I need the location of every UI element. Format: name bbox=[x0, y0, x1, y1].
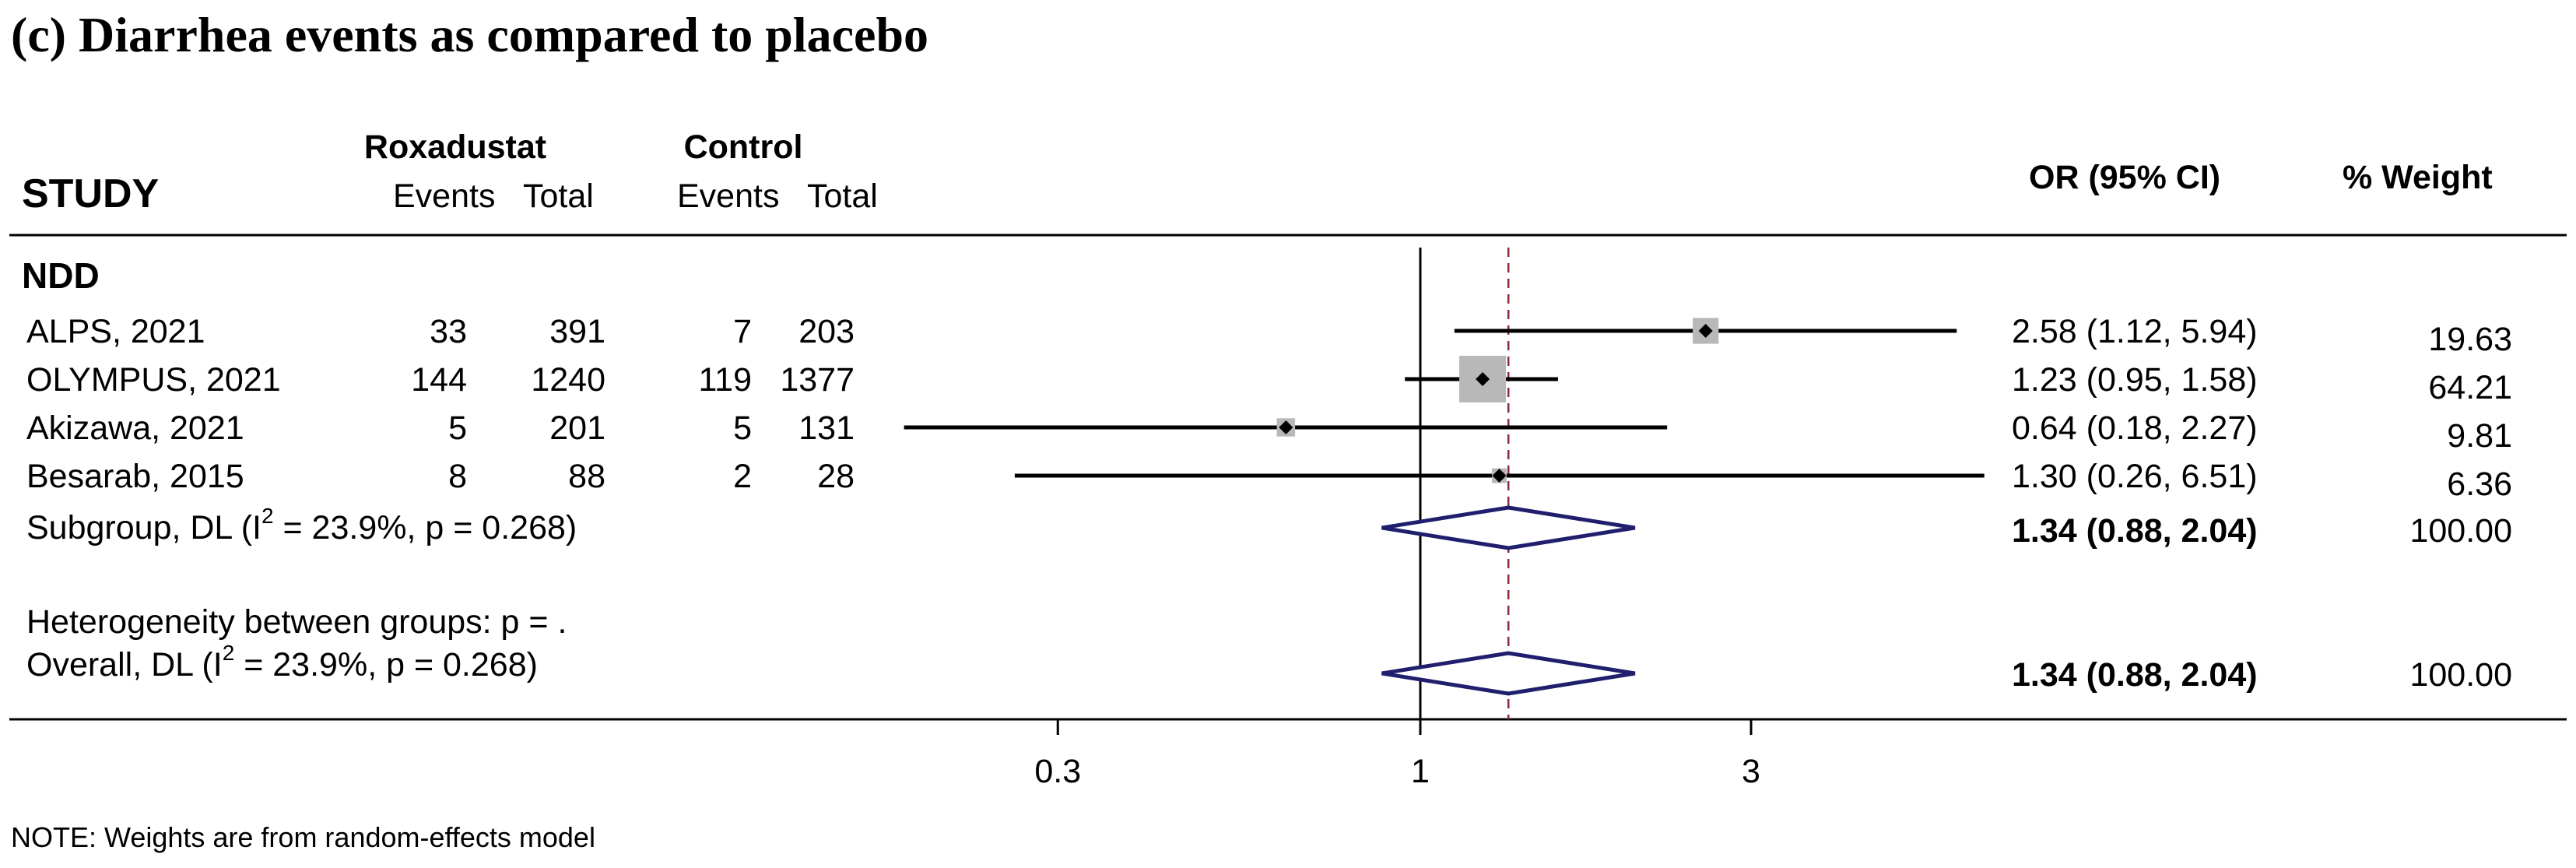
ctl-total: 28 bbox=[817, 458, 855, 495]
point-estimate bbox=[1476, 372, 1490, 386]
overall-weight: 100.00 bbox=[2409, 656, 2512, 694]
overall-or: 1.34 (0.88, 2.04) bbox=[2012, 656, 2258, 694]
axis-tick-label: 3 bbox=[1742, 753, 1760, 790]
study-weight: 64.21 bbox=[2428, 369, 2512, 406]
ctl-events: 5 bbox=[733, 409, 752, 447]
rox-events: 8 bbox=[448, 458, 467, 495]
ctl-total: 131 bbox=[798, 409, 855, 447]
ctl-total: 1377 bbox=[780, 361, 855, 399]
study-weight: 9.81 bbox=[2447, 417, 2512, 455]
header-rox-events: Events bbox=[393, 177, 495, 215]
rox-events: 5 bbox=[448, 409, 467, 447]
study-rows: ALPS, 2021 33 391 7 203 2.58 (1.12, 5.94) 19.6… bbox=[26, 313, 2512, 503]
study-or-ci: 0.64 (0.18, 2.27) bbox=[2012, 409, 2258, 447]
ctl-total: 203 bbox=[798, 313, 855, 350]
point-estimate bbox=[1492, 469, 1507, 483]
heterogeneity-text: Heterogeneity between groups: p = . bbox=[26, 603, 567, 641]
rox-events: 144 bbox=[411, 361, 467, 399]
header-ctl-events: Events bbox=[677, 177, 779, 215]
subgroup-summary-label: Subgroup, DL (I2 = 23.9%, p = 0.268) bbox=[26, 504, 577, 546]
header-roxadustat: Roxadustat bbox=[364, 128, 546, 166]
subgroup-label: NDD bbox=[22, 255, 100, 296]
study-weight: 6.36 bbox=[2447, 466, 2512, 503]
ctl-events: 2 bbox=[733, 458, 752, 495]
study-or-ci: 1.30 (0.26, 6.51) bbox=[2012, 458, 2258, 495]
header-control: Control bbox=[684, 128, 803, 166]
study-name: Akizawa, 2021 bbox=[26, 409, 244, 447]
point-estimate bbox=[1698, 324, 1713, 338]
rox-total: 1240 bbox=[531, 361, 605, 399]
axis-tick-label: 0.3 bbox=[1034, 753, 1081, 790]
study-name: ALPS, 2021 bbox=[26, 313, 205, 350]
axis-tick-label: 1 bbox=[1411, 753, 1430, 790]
study-or-ci: 1.23 (0.95, 1.58) bbox=[2012, 361, 2258, 399]
study-weight: 19.63 bbox=[2428, 321, 2512, 358]
subgroup-summary-weight: 100.00 bbox=[2409, 512, 2512, 550]
rox-total: 201 bbox=[549, 409, 605, 447]
header-study: STUDY bbox=[22, 171, 159, 216]
header-weight: % Weight bbox=[2343, 159, 2493, 196]
header-or-ci: OR (95% CI) bbox=[2029, 159, 2220, 196]
overall-diamond bbox=[1381, 651, 1636, 696]
study-name: OLYMPUS, 2021 bbox=[26, 361, 281, 399]
subgroup-diamond bbox=[1381, 505, 1636, 550]
ctl-events: 119 bbox=[698, 361, 752, 399]
ctl-events: 7 bbox=[733, 313, 752, 350]
plot-marks bbox=[904, 248, 1985, 719]
overall-label: Overall, DL (I2 = 23.9%, p = 0.268) bbox=[26, 641, 538, 684]
chart-title: (c) Diarrhea events as compared to place… bbox=[11, 7, 928, 62]
x-axis: 0.3 1 3 bbox=[1034, 719, 1760, 790]
footnote: NOTE: Weights are from random-effects mo… bbox=[11, 821, 595, 853]
subgroup-summary-or: 1.34 (0.88, 2.04) bbox=[2012, 512, 2258, 550]
study-name: Besarab, 2015 bbox=[26, 458, 244, 495]
study-or-ci: 2.58 (1.12, 5.94) bbox=[2012, 313, 2258, 350]
point-estimate bbox=[1279, 420, 1293, 434]
header-rox-total: Total bbox=[523, 177, 594, 215]
rox-events: 33 bbox=[430, 313, 467, 350]
header-ctl-total: Total bbox=[807, 177, 878, 215]
rox-total: 391 bbox=[549, 313, 605, 350]
rox-total: 88 bbox=[568, 458, 605, 495]
